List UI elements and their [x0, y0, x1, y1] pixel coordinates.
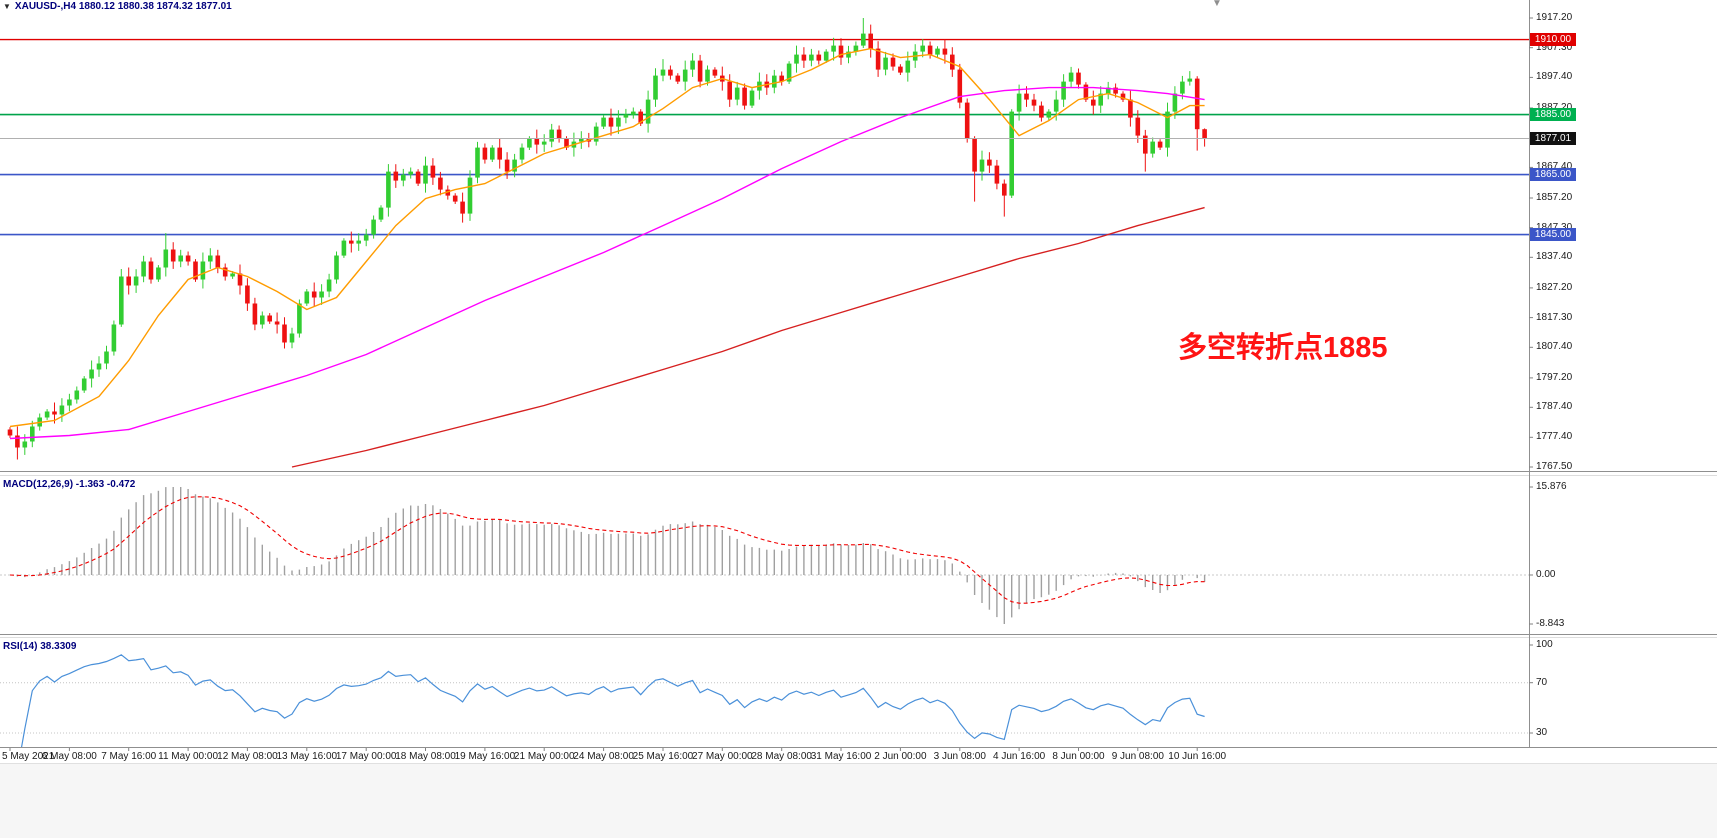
ma-mid-magenta — [9, 86, 1205, 440]
horizontal-level-lines — [0, 38, 1529, 236]
ma-fast-orange — [9, 47, 1205, 428]
macd-signal-line — [9, 496, 1205, 604]
rsi-pane — [0, 654, 1529, 747]
macd-histogram — [16, 487, 1206, 624]
ma-slow-red — [291, 206, 1205, 468]
macd-pane — [0, 487, 1529, 624]
candlestick-series — [7, 18, 1207, 460]
price-pane — [0, 18, 1529, 468]
window-bottom-area — [0, 763, 1717, 838]
rsi-line — [20, 654, 1205, 747]
